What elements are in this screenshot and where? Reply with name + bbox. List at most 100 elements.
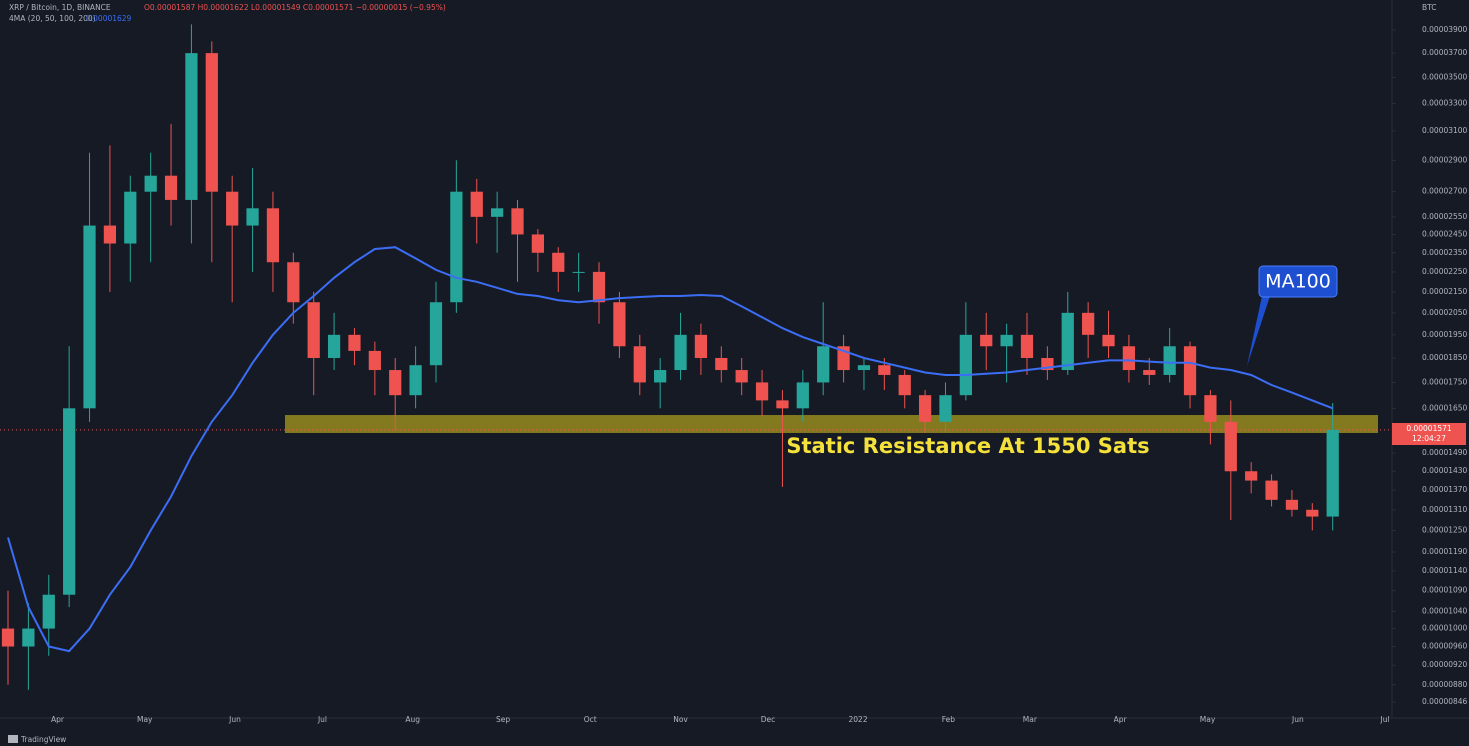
candle-body	[959, 334, 972, 396]
candle-body	[878, 365, 891, 375]
candle-body	[817, 346, 830, 383]
candle-body	[205, 53, 218, 192]
candle-body	[124, 191, 137, 244]
ma-callout: MA100	[1247, 265, 1338, 366]
y-tick-label: 0.00002450	[1422, 229, 1468, 238]
x-tick-label: Apr	[51, 715, 65, 724]
y-tick-label: 0.00001750	[1422, 377, 1468, 386]
candle-body	[694, 334, 708, 358]
y-tick-label: 0.00001430	[1422, 466, 1468, 475]
candle-body	[1204, 395, 1217, 422]
candle-body	[226, 191, 239, 226]
candle-body	[1306, 509, 1319, 517]
y-tick-label: 0.00003900	[1422, 25, 1468, 34]
price-tag-value: 0.00001571	[1406, 424, 1452, 433]
candle-body	[1102, 334, 1115, 347]
y-tick-label: 0.00000846	[1422, 697, 1468, 706]
y-tick-label: 0.00003700	[1422, 48, 1468, 57]
candle-body	[1020, 334, 1034, 358]
y-tick-label: 0.00000960	[1422, 642, 1468, 651]
candle-body	[1061, 312, 1074, 371]
y-tick-label: 0.00001310	[1422, 505, 1468, 514]
x-tick-label: Jul	[1380, 715, 1390, 724]
y-tick-label: 0.00002900	[1422, 155, 1468, 164]
x-tick-label: Sep	[496, 715, 510, 724]
candle-body	[389, 370, 402, 396]
logo-icon	[8, 735, 18, 743]
candle-body	[42, 594, 55, 629]
callout-text: MA100	[1265, 271, 1331, 293]
x-tick-label: May	[1200, 715, 1216, 724]
candle-body	[898, 374, 911, 396]
y-tick-label: 0.00003500	[1422, 73, 1468, 82]
candle-body	[491, 208, 504, 217]
y-tick-label: 0.00003300	[1422, 98, 1468, 107]
candle-body	[613, 302, 626, 347]
candle-body	[287, 262, 300, 303]
x-tick-label: Apr	[1114, 715, 1128, 724]
candle-body	[1245, 471, 1258, 481]
candle-body	[63, 408, 76, 595]
currency: BTC	[1422, 3, 1437, 12]
y-tick-label: 0.00001950	[1422, 330, 1468, 339]
candle-body	[674, 334, 687, 371]
candle-body	[776, 400, 789, 409]
y-tick-label: 0.00002250	[1422, 267, 1468, 276]
candle-body	[592, 271, 606, 303]
candle-body	[429, 302, 443, 366]
y-tick-label: 0.00000880	[1422, 680, 1468, 689]
candle-body	[327, 334, 341, 358]
x-tick-label: Jun	[228, 715, 241, 724]
zone-label: Static Resistance At 1550 Sats	[786, 434, 1149, 458]
candle-body	[1143, 370, 1156, 375]
candle-body	[470, 191, 483, 217]
y-tick-label: 0.00002150	[1422, 287, 1468, 296]
candle-body	[1000, 334, 1013, 347]
y-tick-label: 0.00001000	[1422, 624, 1468, 633]
x-tick-label: Dec	[761, 715, 776, 724]
candle-body	[307, 302, 320, 358]
candle-body	[796, 382, 809, 409]
candle-body	[939, 395, 952, 422]
y-tick-label: 0.00002050	[1422, 308, 1468, 317]
symbol-info: XRP / Bitcoin, 1D, BINANCE	[9, 3, 111, 12]
candle-body	[1224, 421, 1237, 472]
candle-body	[511, 208, 524, 235]
footer-brand: TradingView	[20, 735, 66, 744]
candle-body	[633, 346, 646, 383]
x-tick-label: 2022	[849, 715, 868, 724]
candle-body	[1183, 346, 1197, 396]
y-tick-label: 0.00001370	[1422, 485, 1468, 494]
candle-body	[1082, 312, 1095, 335]
x-tick-label: Nov	[673, 715, 688, 724]
candle-body	[572, 271, 585, 273]
price-tag	[1392, 423, 1466, 445]
candle-body	[531, 234, 544, 253]
y-tick-label: 0.00001190	[1422, 547, 1468, 556]
y-tick-label: 0.00001140	[1422, 566, 1468, 575]
candle-body	[918, 395, 932, 422]
candle-body	[715, 357, 728, 371]
x-tick-label: Mar	[1023, 715, 1038, 724]
candle-body	[185, 53, 198, 200]
candle-body	[103, 225, 117, 244]
callout-box	[1258, 265, 1338, 298]
x-tick-label: Jun	[1291, 715, 1304, 724]
y-tick-label: 0.00002350	[1422, 248, 1468, 257]
y-tick-label: 0.00001650	[1422, 403, 1468, 412]
y-tick-label: 0.00001490	[1422, 448, 1468, 457]
candle-body	[22, 628, 35, 647]
x-tick-label: Oct	[584, 715, 597, 724]
x-tick-label: May	[137, 715, 153, 724]
candle-body	[348, 334, 361, 351]
candle-body	[1, 628, 15, 647]
resistance-zone	[285, 415, 1378, 433]
indicator-info: 4MA (20, 50, 100, 200)	[9, 14, 96, 23]
candle-body	[654, 370, 667, 383]
candle-body	[552, 252, 565, 272]
indicator-value: 0.00001629	[86, 14, 132, 23]
price-tag-countdown: 12:04:27	[1412, 434, 1446, 443]
candle-body	[368, 350, 381, 371]
